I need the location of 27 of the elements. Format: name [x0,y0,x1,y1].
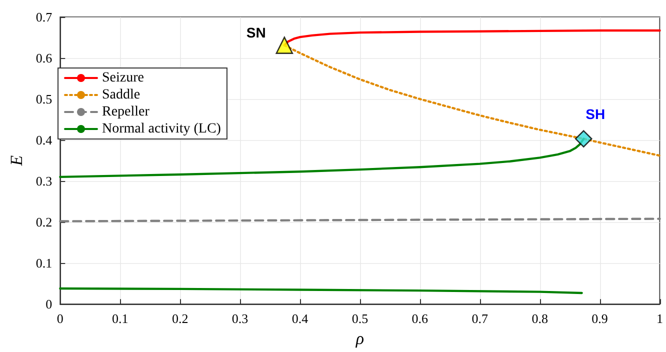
legend-label: Seizure [102,70,144,86]
legend-label: Saddle [102,88,140,102]
y-axis-title: E [7,154,26,167]
x-tick-label: 1 [656,311,663,326]
y-tick-label: 0 [46,296,52,312]
x-tick-label: 0.8 [532,311,548,326]
x-tick-label: 0.1 [112,311,128,326]
y-tick-label: 0.3 [36,174,52,189]
y-tick-label: 0.7 [36,10,53,24]
x-tick-label: 0 [56,311,64,326]
x-tick-label: 0.4 [292,311,309,326]
y-tick-label: 0.4 [36,132,53,148]
x-tick-label: 0.7 [472,311,488,326]
annotation: SN [246,24,266,40]
x-tick-label: 0.3 [232,311,248,326]
y-tick-label: 0.6 [36,50,53,66]
y-tick-label: 0.1 [36,256,52,271]
x-tick-label: 0.6 [412,311,429,326]
x-tick-label: 0.5 [352,311,368,326]
y-tick-label: 0.5 [36,92,52,107]
x-tick-label: 0.2 [172,311,188,326]
annotation: SH [586,106,606,122]
x-tick-label: 0.9 [592,311,608,326]
y-tick-label: 0.2 [36,214,52,230]
x-axis-title: ρ [354,329,364,348]
legend-label: Normal activity (LC) [102,122,222,136]
legend-label: Repeller [102,104,150,120]
